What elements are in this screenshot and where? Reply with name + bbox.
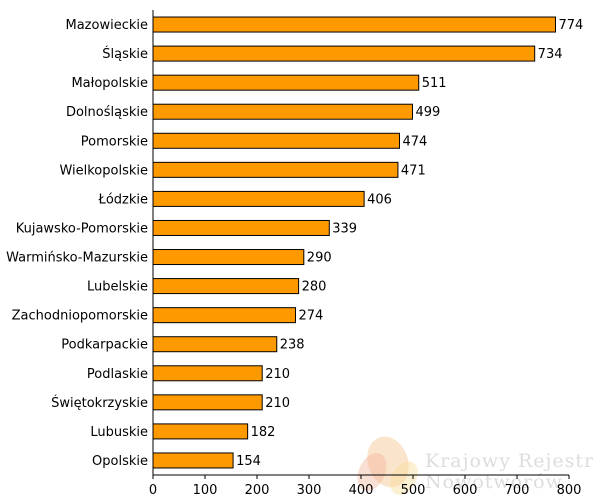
value-label: 406 [367, 192, 392, 207]
category-label: Lubuskie [90, 425, 148, 440]
bar [152, 103, 413, 120]
x-tick-label: 700 [505, 483, 530, 498]
value-label: 154 [236, 454, 261, 469]
x-tick-label: 300 [297, 483, 322, 498]
watermark-line-1: Krajowy Rejestr [425, 450, 594, 472]
value-label: 210 [265, 367, 290, 382]
value-label: 339 [332, 221, 357, 236]
category-label: Lubelskie [87, 280, 148, 295]
category-label: Podlaskie [87, 367, 148, 382]
value-label: 734 [538, 47, 563, 62]
value-label: 290 [307, 251, 332, 266]
bar [152, 249, 305, 266]
category-label: Świętokrzyskie [51, 395, 148, 411]
value-label: 511 [422, 76, 447, 91]
category-label: Dolnośląskie [66, 105, 148, 120]
category-label: Podkarpackie [61, 338, 148, 353]
bar [152, 74, 420, 91]
value-label: 182 [251, 425, 276, 440]
bar [152, 365, 263, 382]
bar [152, 16, 556, 33]
x-tick-label: 600 [453, 483, 478, 498]
bar [152, 423, 249, 440]
bar [152, 132, 400, 149]
x-tick-label: 200 [245, 483, 270, 498]
x-tick-label: 400 [349, 483, 374, 498]
x-axis: 0 100 200 300 400 500 600 700 800 [149, 10, 582, 498]
bar [152, 45, 536, 62]
bar [152, 452, 234, 469]
value-label: 474 [402, 134, 427, 149]
x-tick-label: 500 [401, 483, 426, 498]
category-label: Kujawsko-Pomorskie [16, 221, 148, 236]
value-label: 774 [558, 18, 583, 33]
value-label: 280 [302, 280, 327, 295]
bar [152, 336, 278, 353]
category-label: Pomorskie [81, 134, 148, 149]
category-label: Zachodniopomorskie [12, 309, 148, 324]
category-label: Warmińsko-Mazurskie [6, 251, 148, 266]
watermark-petal [357, 453, 387, 491]
category-label: Opolskie [92, 454, 148, 469]
category-label: Śląskie [102, 46, 148, 62]
x-tick-label: 0 [149, 483, 157, 498]
category-label: Małopolskie [71, 76, 148, 91]
value-label: 471 [401, 163, 426, 178]
value-label: 274 [298, 309, 323, 324]
value-label: 238 [280, 338, 305, 353]
x-tick-label: 800 [557, 483, 582, 498]
watermark-petal [390, 461, 418, 495]
bars-layer: Mazowieckie 774 Śląskie 734 Małopolskie 511 Do… [6, 16, 583, 469]
value-label: 210 [265, 396, 290, 411]
bar [152, 190, 365, 207]
bar [152, 394, 263, 411]
bar [152, 307, 296, 324]
category-label: Mazowieckie [66, 18, 149, 33]
category-label: Łódzkie [98, 192, 148, 207]
category-label: Wielkopolskie [59, 163, 148, 178]
x-tick-label: 100 [193, 483, 218, 498]
bar [152, 219, 330, 236]
value-label: 499 [415, 105, 440, 120]
bar [152, 278, 300, 295]
watermark-line-2: Nowotworów [425, 471, 563, 493]
bar [152, 161, 399, 178]
